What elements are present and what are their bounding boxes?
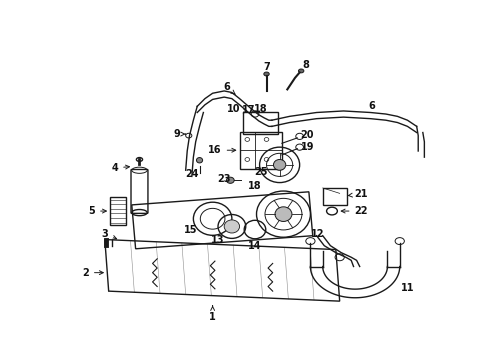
Text: 13: 13 [211, 235, 225, 245]
Text: 21: 21 [348, 189, 368, 199]
Ellipse shape [264, 72, 269, 76]
Bar [244, 112, 278, 134]
Text: 23: 23 [218, 175, 231, 184]
Text: 19: 19 [300, 142, 314, 152]
Text: 17: 17 [242, 105, 256, 115]
Text: 20: 20 [300, 130, 314, 140]
Bar [110, 197, 125, 225]
Bar [323, 188, 347, 205]
Text: 5: 5 [88, 206, 106, 216]
Text: 6: 6 [223, 82, 235, 94]
Text: 1: 1 [209, 306, 216, 321]
Ellipse shape [226, 177, 234, 183]
Text: 6: 6 [368, 101, 375, 111]
Text: 18: 18 [248, 181, 262, 192]
Text: 2: 2 [82, 267, 103, 278]
Text: 3: 3 [101, 229, 117, 239]
Text: 18: 18 [254, 104, 268, 114]
Text: 24: 24 [185, 169, 198, 179]
Text: 16: 16 [208, 145, 236, 155]
Text: 11: 11 [401, 283, 414, 293]
Bar [240, 132, 282, 169]
Text: 25: 25 [254, 167, 268, 177]
Text: 9: 9 [173, 129, 185, 139]
Text: 4: 4 [111, 163, 129, 173]
Ellipse shape [224, 220, 240, 233]
Text: 15: 15 [184, 225, 198, 235]
Ellipse shape [275, 207, 292, 221]
Text: 8: 8 [302, 60, 309, 70]
Text: 22: 22 [341, 206, 368, 216]
Ellipse shape [273, 159, 286, 170]
Text: 12: 12 [311, 229, 324, 239]
Text: 14: 14 [248, 242, 262, 252]
Text: 7: 7 [263, 62, 270, 72]
Text: 10: 10 [227, 104, 247, 114]
Ellipse shape [196, 158, 203, 163]
Ellipse shape [298, 69, 304, 73]
